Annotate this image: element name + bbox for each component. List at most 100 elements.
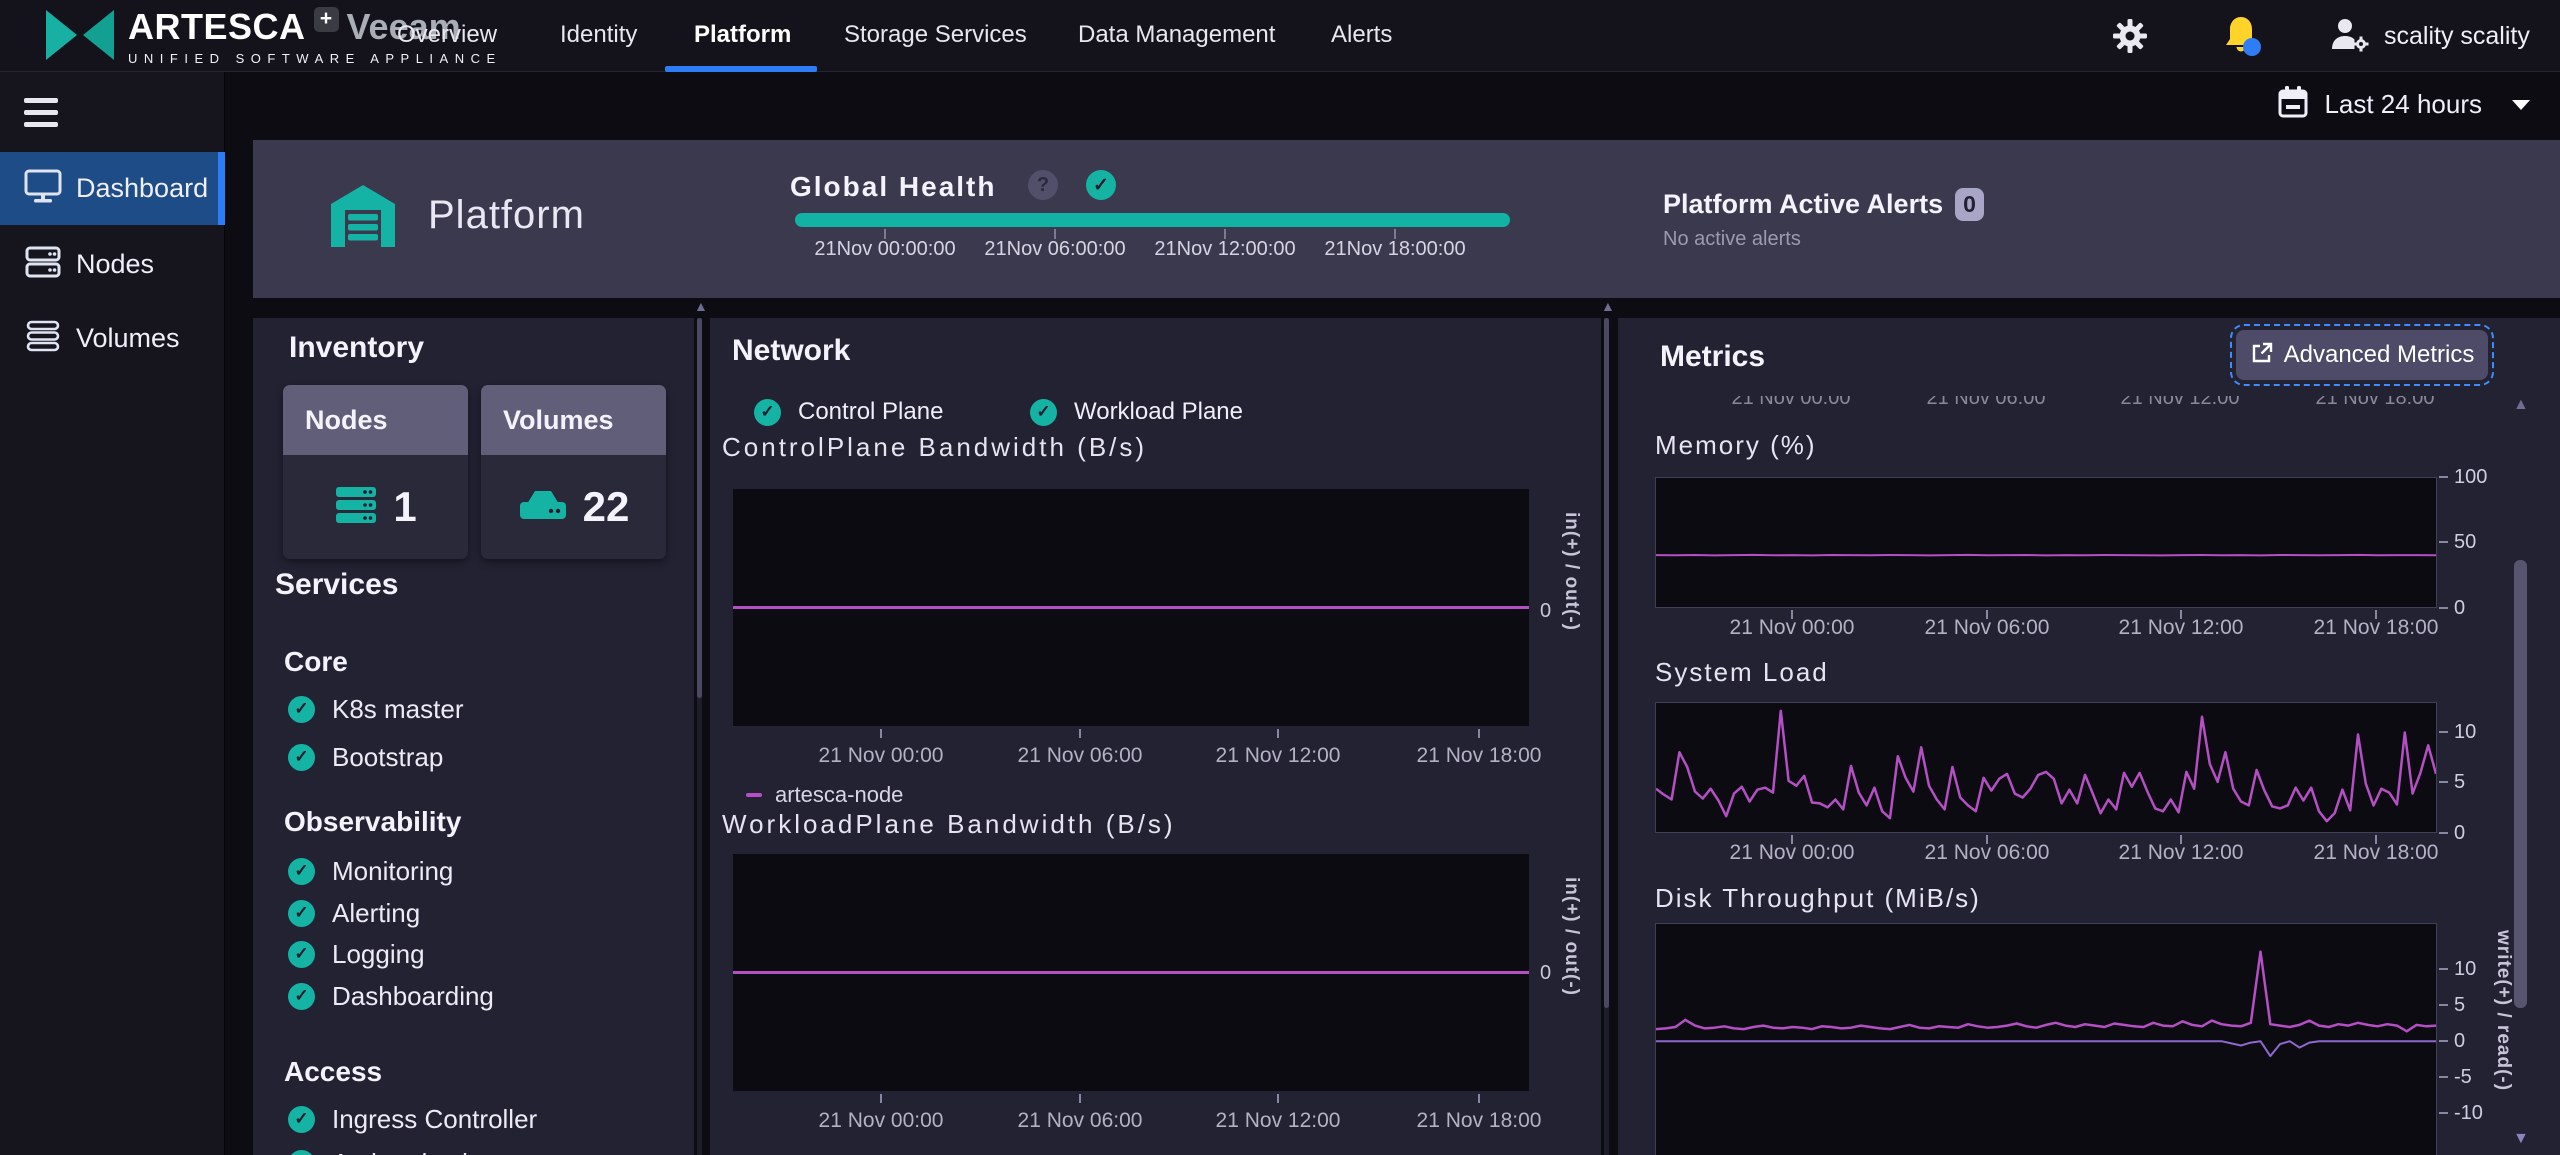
service-item-clipped: ✓ Authentication <box>288 1148 497 1155</box>
sidebar-item-label: Dashboard <box>76 173 209 203</box>
server-stack-icon <box>334 486 378 529</box>
monitor-icon <box>24 169 62 208</box>
nodes-card-label: Nodes <box>283 385 468 455</box>
chart-legend[interactable]: artesca-node <box>746 782 903 808</box>
no-active-alerts-text: No active alerts <box>1663 228 1801 250</box>
external-link-icon <box>2250 341 2274 370</box>
nav-item-identity[interactable]: Identity <box>560 21 638 48</box>
brand-partner: Veeam <box>346 6 461 47</box>
x-tick-label: 21 Nov 18:00 <box>2313 841 2439 864</box>
brand-name: ARTESCA <box>128 6 306 47</box>
disk-throughput-chart[interactable] <box>1655 923 2437 1155</box>
legend-label: artesca-node <box>775 782 904 807</box>
check-icon: ✓ <box>754 398 781 426</box>
y-tick: -10 <box>2439 1102 2483 1124</box>
x-tick <box>880 729 882 738</box>
x-tick-label: 21 Nov 00:00 <box>1731 396 1851 409</box>
plus-icon: + <box>313 6 339 32</box>
sidebar-item-nodes[interactable]: Nodes <box>0 228 225 301</box>
timeline-tick <box>1224 229 1226 239</box>
nav-item-storage-services[interactable]: Storage Services <box>844 21 1027 48</box>
help-icon[interactable]: ? <box>1028 170 1058 200</box>
check-icon: ✓ <box>288 940 315 968</box>
sidebar-item-dashboard[interactable]: Dashboard <box>0 152 225 225</box>
scroll-up-arrow[interactable]: ▲ <box>1601 298 1615 314</box>
check-icon: ✓ <box>1030 398 1057 426</box>
user-menu[interactable]: scality scality <box>2330 16 2530 57</box>
controlplane-bandwidth-chart[interactable] <box>733 489 1529 726</box>
x-tick <box>1986 610 1988 619</box>
x-tick <box>2180 610 2182 619</box>
timeline-tick-label: 21Nov 12:00:00 <box>1154 238 1296 260</box>
active-alerts-label: Platform Active Alerts <box>1663 189 1944 219</box>
y-zero-label: 0 <box>1540 600 1552 622</box>
timeline-tick <box>884 229 886 239</box>
x-tick <box>2375 610 2377 619</box>
nav-item-alerts[interactable]: Alerts <box>1331 21 1393 48</box>
y-tick: 0 <box>2439 822 2465 844</box>
x-tick <box>1986 835 1988 844</box>
global-health-label: Global Health <box>790 171 997 202</box>
service-item-label: Ingress Controller <box>332 1103 538 1134</box>
x-tick-label: 21 Nov 00:00 <box>1729 841 1855 864</box>
time-range-label: Last 24 hours <box>2324 89 2482 119</box>
scrollbar-thumb[interactable] <box>697 318 702 698</box>
scrollbar-track[interactable] <box>697 318 702 1155</box>
active-tab-underline <box>665 66 817 72</box>
x-tick-label: 21 Nov 06:00 <box>1926 396 2046 409</box>
x-tick <box>1079 729 1081 738</box>
scrollbar-thumb[interactable] <box>2514 560 2527 1008</box>
page-title: Platform <box>428 193 585 237</box>
check-icon: ✓ <box>288 899 315 927</box>
service-item: ✓ Logging <box>288 939 425 969</box>
x-tick <box>1478 1094 1480 1103</box>
inventory-title: Inventory <box>289 331 425 364</box>
x-tick-label: 21 Nov 18:00 <box>2313 616 2439 639</box>
status-label: Control Plane <box>798 398 944 425</box>
x-tick-label: 21 Nov 06:00 <box>1017 744 1143 767</box>
control-plane-status: ✓ Control Plane <box>754 398 943 426</box>
settings-gear-icon[interactable] <box>2112 18 2148 59</box>
scroll-down-arrow[interactable]: ▼ <box>2513 1130 2529 1147</box>
x-tick-label: 21 Nov 00:00 <box>1729 616 1855 639</box>
volumes-card[interactable]: Volumes 22 <box>481 385 666 559</box>
service-item-label: Monitoring <box>332 855 454 886</box>
scroll-up-arrow[interactable]: ▲ <box>694 298 708 314</box>
global-health-timeline-bar[interactable] <box>795 213 1510 227</box>
alerts-count-badge: 0 <box>1955 188 1984 221</box>
nav-item-overview[interactable]: Overview <box>397 21 498 48</box>
advanced-metrics-button[interactable]: Advanced Metrics <box>2230 324 2494 386</box>
y-tick: 10 <box>2439 721 2476 743</box>
scroll-up-arrow[interactable]: ▲ <box>2513 396 2529 413</box>
scrollbar-thumb[interactable] <box>1604 318 1609 1008</box>
drive-icon <box>518 488 568 527</box>
nodes-card[interactable]: Nodes 1 <box>283 385 468 559</box>
system-load-chart[interactable] <box>1655 702 2438 833</box>
nav-item-data-management[interactable]: Data Management <box>1078 21 1276 48</box>
brand-subtitle: UNIFIED SOFTWARE APPLIANCE <box>128 51 502 66</box>
x-tick <box>1791 835 1793 844</box>
x-tick-label: 21 Nov 06:00 <box>1924 841 2050 864</box>
user-gear-icon <box>2330 16 2370 57</box>
controlplane-chart-title: ControlPlane Bandwidth (B/s) <box>722 432 1148 462</box>
y-tick: 5 <box>2439 994 2465 1016</box>
check-icon: ✓ <box>288 982 315 1010</box>
notifications-bell-icon[interactable] <box>2222 14 2264 63</box>
x-tick-label: 21 Nov 18:00 <box>1416 1109 1542 1132</box>
x-tick <box>1478 729 1480 738</box>
nodes-count: 1 <box>393 483 417 530</box>
sidebar-item-volumes[interactable]: Volumes <box>0 302 225 375</box>
memory-chart[interactable] <box>1655 477 2437 608</box>
top-navigation-bar: ARTESCA + Veeam UNIFIED SOFTWARE APPLIAN… <box>0 0 2560 72</box>
x-tick-label: 21 Nov 12:00 <box>1215 1109 1341 1132</box>
sidebar: Dashboard Nodes Volumes <box>0 72 225 1155</box>
nav-item-platform[interactable]: Platform <box>694 21 792 48</box>
time-range-selector[interactable]: Last 24 hours <box>2278 86 2530 123</box>
workloadplane-bandwidth-chart[interactable] <box>733 854 1529 1091</box>
y-axis-label: write(+) / read(-) <box>2493 930 2514 1092</box>
menu-toggle-button[interactable] <box>0 92 225 152</box>
x-tick <box>880 1094 882 1103</box>
service-group-core: Core <box>284 646 348 677</box>
y-tick: 0 <box>2439 597 2465 619</box>
